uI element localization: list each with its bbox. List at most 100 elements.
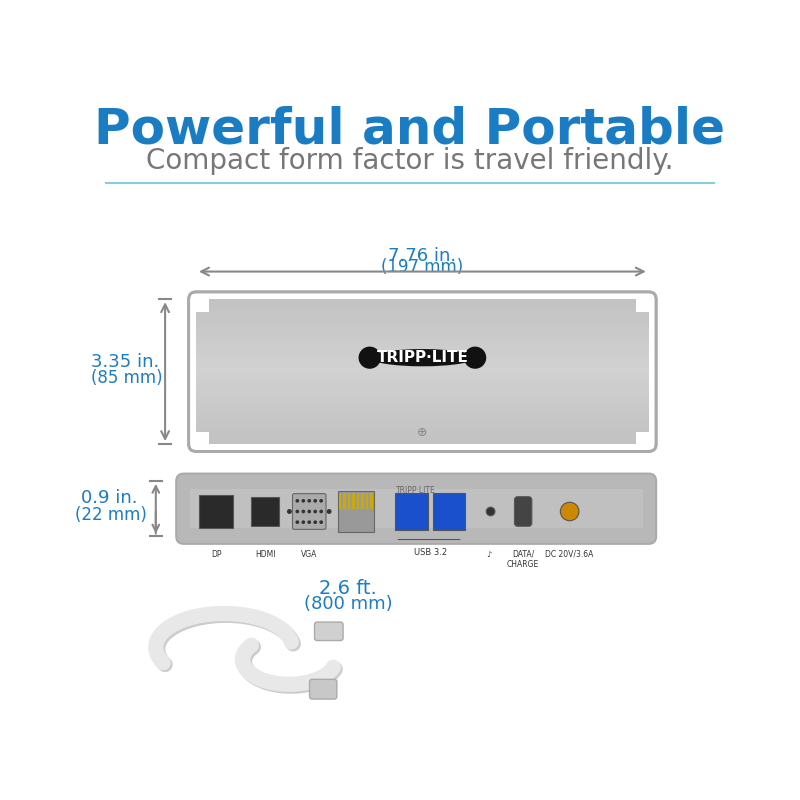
- Circle shape: [302, 499, 305, 502]
- Circle shape: [302, 520, 305, 524]
- Text: (800 mm): (800 mm): [304, 595, 392, 613]
- FancyBboxPatch shape: [199, 494, 234, 529]
- Bar: [196, 335, 649, 339]
- Circle shape: [314, 499, 317, 502]
- Bar: [196, 433, 649, 437]
- FancyBboxPatch shape: [310, 679, 337, 699]
- Circle shape: [314, 520, 317, 524]
- Text: ♪: ♪: [486, 550, 492, 559]
- Circle shape: [295, 520, 299, 524]
- Bar: [196, 397, 649, 401]
- Text: DP: DP: [211, 550, 222, 559]
- Bar: [196, 382, 649, 386]
- Bar: [196, 415, 649, 418]
- Circle shape: [307, 499, 311, 502]
- Bar: [196, 430, 649, 433]
- Circle shape: [287, 509, 292, 514]
- Bar: [196, 368, 649, 372]
- Bar: [196, 325, 649, 328]
- Circle shape: [307, 510, 311, 514]
- Bar: [196, 299, 649, 303]
- Bar: [196, 422, 649, 426]
- Bar: [196, 379, 649, 382]
- Bar: [196, 437, 649, 441]
- Bar: [196, 321, 649, 325]
- Bar: [196, 361, 649, 365]
- Bar: [196, 339, 649, 342]
- Bar: [196, 342, 649, 346]
- Text: TRIPP·LITE: TRIPP·LITE: [377, 350, 468, 365]
- Bar: [196, 310, 649, 314]
- FancyBboxPatch shape: [293, 494, 326, 530]
- Bar: [362, 494, 364, 510]
- Text: (85 mm): (85 mm): [91, 369, 162, 387]
- Bar: [196, 426, 649, 430]
- FancyBboxPatch shape: [433, 493, 465, 530]
- Text: 0.9 in.: 0.9 in.: [81, 489, 138, 506]
- Bar: [196, 418, 649, 422]
- Circle shape: [319, 499, 323, 502]
- Text: TRIPP·LITE: TRIPP·LITE: [396, 486, 436, 495]
- FancyBboxPatch shape: [338, 491, 374, 531]
- Bar: [370, 494, 373, 510]
- Circle shape: [464, 346, 486, 369]
- Bar: [196, 303, 649, 306]
- Circle shape: [314, 510, 317, 514]
- Bar: [196, 404, 649, 408]
- Text: 2.6 ft.: 2.6 ft.: [319, 579, 377, 598]
- Bar: [190, 490, 642, 528]
- Bar: [196, 328, 649, 332]
- Bar: [196, 375, 649, 379]
- Bar: [338, 494, 342, 510]
- Bar: [196, 350, 649, 354]
- FancyBboxPatch shape: [251, 497, 279, 526]
- FancyBboxPatch shape: [314, 622, 343, 641]
- Ellipse shape: [370, 349, 475, 366]
- Circle shape: [326, 509, 331, 514]
- Circle shape: [319, 520, 323, 524]
- Text: Compact form factor is travel friendly.: Compact form factor is travel friendly.: [146, 146, 674, 174]
- Bar: [196, 318, 649, 321]
- Bar: [196, 346, 649, 350]
- Circle shape: [295, 510, 299, 514]
- Bar: [196, 314, 649, 318]
- Bar: [196, 372, 649, 375]
- Text: ⊕: ⊕: [417, 426, 428, 439]
- Bar: [196, 365, 649, 368]
- Circle shape: [295, 499, 299, 502]
- Bar: [196, 401, 649, 404]
- Circle shape: [358, 346, 381, 369]
- Circle shape: [319, 510, 323, 514]
- Bar: [196, 332, 649, 335]
- Bar: [357, 494, 359, 510]
- Text: DC 20V/3.6A: DC 20V/3.6A: [546, 550, 594, 559]
- Bar: [196, 390, 649, 394]
- Bar: [343, 494, 346, 510]
- Bar: [184, 432, 209, 456]
- Bar: [636, 287, 661, 312]
- Bar: [196, 354, 649, 357]
- Bar: [196, 441, 649, 444]
- Text: DATA/
CHARGE: DATA/ CHARGE: [507, 550, 539, 570]
- Text: 7.76 in.: 7.76 in.: [388, 246, 457, 265]
- Text: (197 mm): (197 mm): [382, 258, 463, 276]
- Bar: [196, 394, 649, 397]
- Bar: [196, 408, 649, 411]
- Text: USB 3.2: USB 3.2: [414, 547, 446, 557]
- Bar: [366, 494, 368, 510]
- FancyBboxPatch shape: [395, 493, 428, 530]
- Bar: [184, 287, 209, 312]
- Bar: [196, 306, 649, 310]
- Bar: [636, 432, 661, 456]
- FancyBboxPatch shape: [514, 497, 532, 526]
- Circle shape: [307, 520, 311, 524]
- Bar: [196, 357, 649, 361]
- Bar: [348, 494, 350, 510]
- Bar: [196, 386, 649, 390]
- Circle shape: [560, 502, 579, 521]
- Text: 3.35 in.: 3.35 in.: [90, 353, 159, 371]
- Circle shape: [486, 507, 495, 516]
- FancyBboxPatch shape: [176, 474, 656, 544]
- Text: HDMI: HDMI: [255, 550, 275, 559]
- Bar: [352, 494, 354, 510]
